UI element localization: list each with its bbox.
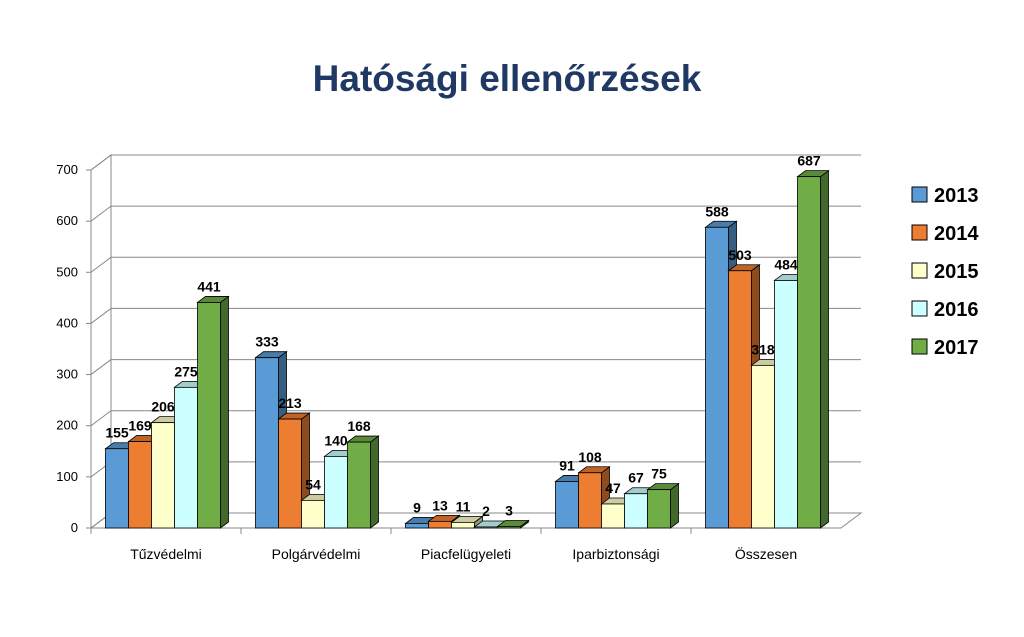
bar <box>797 176 821 529</box>
bar <box>324 455 348 529</box>
data-label: 13 <box>432 497 448 513</box>
bar <box>751 364 775 529</box>
bar-side <box>370 435 379 529</box>
gridline-side <box>90 154 112 171</box>
y-tick-label: 300 <box>56 367 78 382</box>
data-label: 503 <box>728 247 752 263</box>
legend-swatch <box>911 300 928 317</box>
data-label: 67 <box>628 470 644 486</box>
bar <box>405 522 429 529</box>
x-tick-label: Tűzvédelmi <box>130 546 202 562</box>
gridline-side <box>90 256 112 273</box>
bar <box>197 302 221 529</box>
legend-label: 2016 <box>934 299 979 321</box>
bar <box>451 521 475 529</box>
data-label: 75 <box>651 466 667 482</box>
data-label: 169 <box>128 418 152 434</box>
x-tick-label: Összesen <box>735 545 797 562</box>
y-tick-label: 400 <box>56 315 78 330</box>
data-label: 108 <box>578 449 602 465</box>
bar <box>555 481 579 529</box>
bar <box>705 226 729 529</box>
bar <box>301 499 325 529</box>
legend-swatch <box>911 262 928 279</box>
legend-swatch <box>911 186 928 203</box>
data-label: 140 <box>324 432 348 448</box>
gridline-side <box>90 308 112 324</box>
bar <box>728 270 752 529</box>
bar-side <box>220 295 229 529</box>
data-label: 11 <box>456 498 471 514</box>
bar <box>278 418 302 529</box>
data-label: 155 <box>105 425 129 441</box>
data-label: 588 <box>705 203 729 219</box>
bar <box>497 526 521 529</box>
data-label: 9 <box>413 499 421 515</box>
bar <box>474 526 498 529</box>
data-label: 333 <box>255 334 279 350</box>
data-label: 484 <box>774 256 798 272</box>
legend-swatch <box>911 224 928 241</box>
y-tick-label: 0 <box>71 520 78 535</box>
bar <box>428 520 452 529</box>
bar <box>128 441 152 529</box>
bars <box>104 169 830 529</box>
data-label: 687 <box>797 153 821 169</box>
bar <box>174 386 198 529</box>
legend-label: 2017 <box>934 337 979 359</box>
x-tick-label: Iparbiztonsági <box>572 546 659 562</box>
bar <box>255 357 279 529</box>
bar-side <box>670 482 679 529</box>
data-label: 275 <box>174 363 198 379</box>
chart-title: Hatósági ellenőrzések <box>312 58 702 99</box>
bar <box>151 422 175 529</box>
x-tick-label: Polgárvédelmi <box>272 546 361 562</box>
data-label: 168 <box>347 418 371 434</box>
data-label: 318 <box>751 341 775 357</box>
gridline-side <box>90 410 112 427</box>
y-tick-label: 500 <box>56 264 78 279</box>
data-label: 54 <box>305 476 321 492</box>
data-label: 47 <box>605 480 621 496</box>
data-label: 213 <box>278 395 302 411</box>
y-tick-label: 600 <box>56 213 78 228</box>
legend-swatch <box>911 338 928 355</box>
bar <box>647 489 671 529</box>
data-label: 3 <box>505 502 513 518</box>
bar <box>105 448 129 529</box>
legend-label: 2013 <box>934 185 979 207</box>
bar <box>347 441 371 529</box>
bar <box>624 493 648 529</box>
bar <box>774 280 798 529</box>
data-label: 441 <box>197 278 221 294</box>
bar-side <box>820 169 829 529</box>
legend-label: 2015 <box>934 261 979 283</box>
data-label: 91 <box>559 457 575 473</box>
gridline-side <box>90 205 112 222</box>
bar <box>578 472 602 529</box>
legend: 2013 2014 2015 2016 2017 <box>911 185 979 359</box>
bar <box>601 503 625 529</box>
data-label: 2 <box>482 503 490 519</box>
gridline-side <box>90 359 112 375</box>
legend-label: 2014 <box>934 223 979 245</box>
data-label: 206 <box>151 399 175 415</box>
y-tick-label: 700 <box>56 162 78 177</box>
y-tick-label: 100 <box>56 469 78 484</box>
x-tick-label: Piacfelügyeleti <box>421 546 511 562</box>
y-tick-label: 200 <box>56 418 78 433</box>
